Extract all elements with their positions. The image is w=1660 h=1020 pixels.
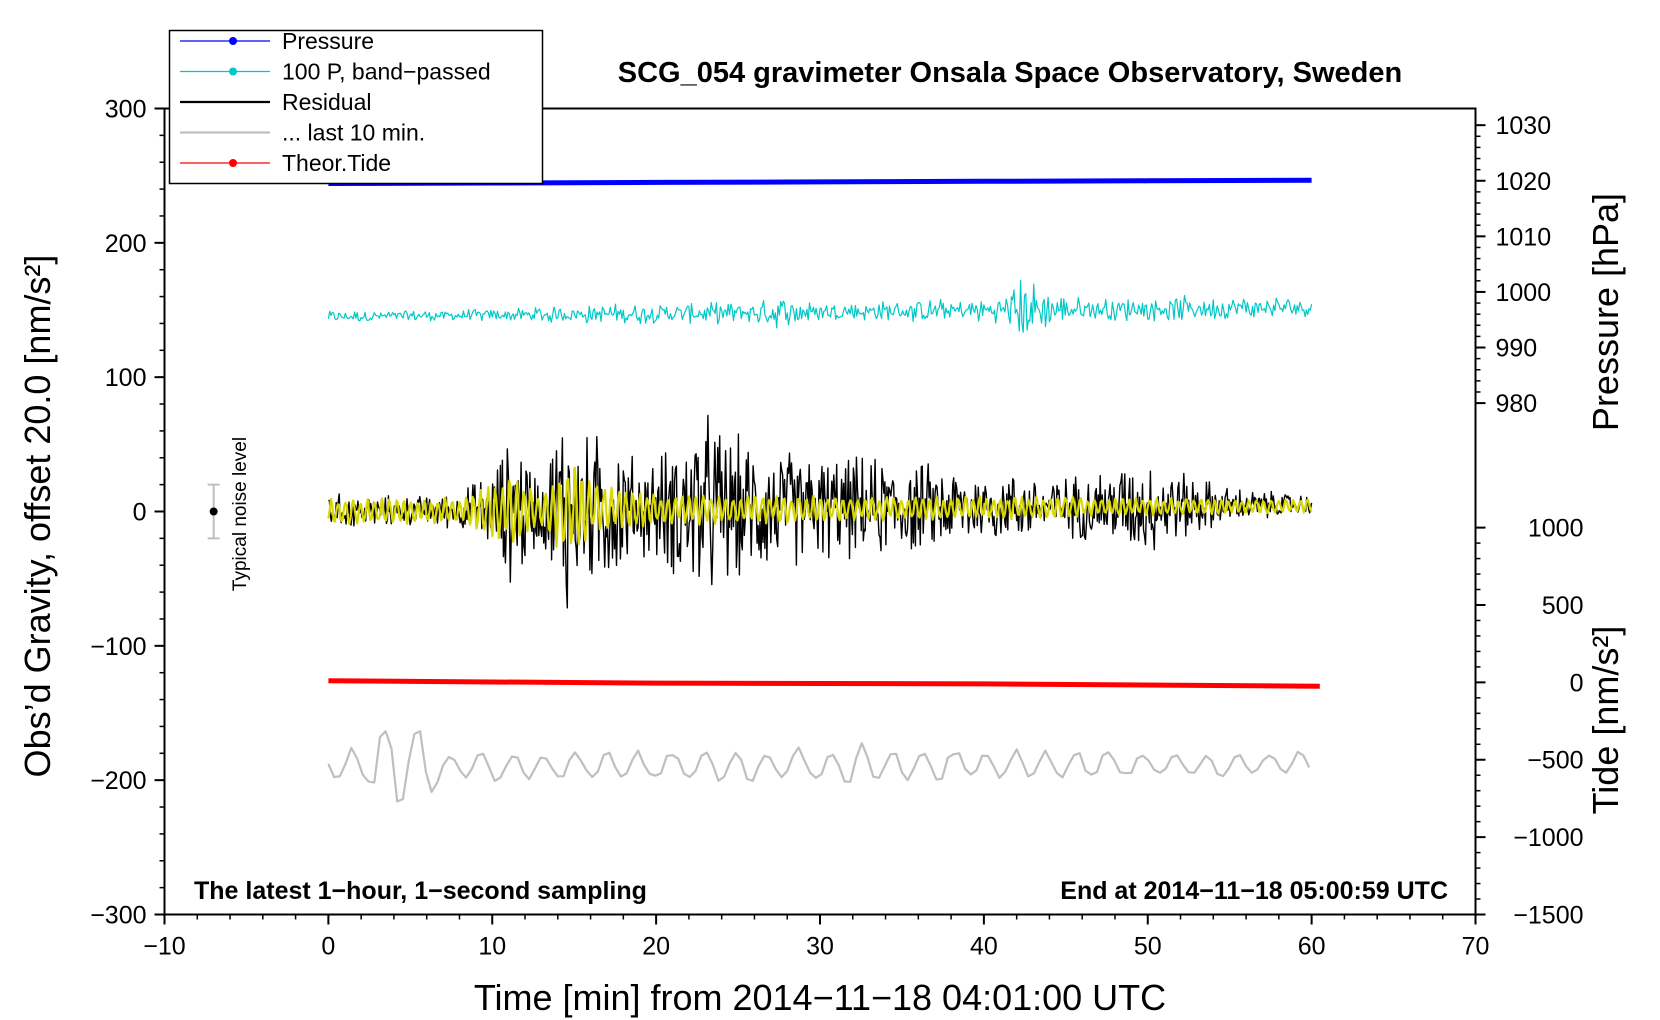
legend: Pressure 100 P, band−passed Residual ... la… bbox=[168, 28, 544, 185]
annotation-bottom-left: The latest 1−hour, 1−second sampling bbox=[194, 877, 647, 905]
y-tick-label: 0 bbox=[133, 499, 147, 527]
y-tick-label: −300 bbox=[90, 902, 146, 930]
series-line--last-10-min- bbox=[327, 730, 1311, 803]
x-tick-label: 30 bbox=[806, 933, 834, 961]
noise-label: Typical noise level bbox=[230, 437, 251, 591]
x-tick-label: 60 bbox=[1298, 933, 1326, 961]
pressure-tick-label: 1000 bbox=[1496, 279, 1552, 307]
series-line-yellow-overlay bbox=[327, 466, 1313, 548]
x-tick-label: 40 bbox=[970, 933, 998, 961]
x-tick-label: 10 bbox=[478, 933, 506, 961]
legend-items: Pressure 100 P, band−passed Residual ... la… bbox=[180, 28, 491, 176]
noise-bar-dot bbox=[209, 507, 218, 516]
y-tick-label: −200 bbox=[90, 767, 146, 795]
legend-marker bbox=[229, 159, 237, 167]
x-tick-label: 20 bbox=[642, 933, 670, 961]
tide-tick-label: 0 bbox=[1570, 669, 1584, 697]
legend-label: Theor.Tide bbox=[282, 150, 391, 176]
y-tick-label: −100 bbox=[90, 633, 146, 661]
x-tick-label: 0 bbox=[321, 933, 335, 961]
pressure-tick-label: 990 bbox=[1496, 335, 1538, 363]
series-line-tide bbox=[328, 678, 1320, 689]
x-tick-label: 50 bbox=[1134, 933, 1162, 961]
x-tick-label: −10 bbox=[143, 933, 185, 961]
tide-tick-label: 500 bbox=[1542, 592, 1584, 620]
series-layer bbox=[327, 177, 1320, 803]
axes-ticks: −10 0 10 20 30 40 50 60 703002001000−100−200−300… bbox=[90, 96, 1583, 961]
y-tick-label: 100 bbox=[105, 364, 147, 392]
y-axis-label-tide: Tide [nm/s²] bbox=[1585, 626, 1626, 815]
tide-tick-label: −500 bbox=[1527, 747, 1583, 775]
tide-tick-label: −1500 bbox=[1513, 902, 1583, 930]
x-axis-label: Time [min] from 2014−11−18 04:01:00 UTC bbox=[474, 977, 1166, 1018]
legend-box bbox=[168, 29, 544, 185]
y-axis-label-left: Obs’d Gravity, offset 20.0 [nm/s²] bbox=[17, 255, 58, 778]
legend-label: Residual bbox=[282, 89, 372, 115]
y-tick-label: 200 bbox=[105, 230, 147, 258]
y-axis-label-pressure: Pressure [hPa] bbox=[1585, 193, 1626, 431]
tide-tick-label: −1000 bbox=[1513, 824, 1583, 852]
noise-bar bbox=[207, 483, 220, 540]
legend-label: Pressure bbox=[282, 28, 374, 54]
legend-label: 100 P, band−passed bbox=[282, 59, 491, 85]
pressure-tick-label: 1030 bbox=[1496, 112, 1552, 140]
legend-marker bbox=[229, 67, 237, 76]
series-line-100-p-band-passed bbox=[327, 279, 1313, 333]
chart-title: SCG_054 gravimeter Onsala Space Observat… bbox=[618, 57, 1402, 89]
pressure-tick-label: 980 bbox=[1496, 390, 1538, 418]
legend-label: ... last 10 min. bbox=[282, 120, 425, 146]
pressure-tick-label: 1010 bbox=[1496, 223, 1552, 251]
pressure-tick-label: 1020 bbox=[1496, 168, 1552, 196]
x-tick-label: 70 bbox=[1462, 933, 1490, 961]
legend-marker bbox=[229, 37, 237, 45]
tide-tick-label: 1000 bbox=[1528, 515, 1584, 543]
annotation-bottom-right: End at 2014−11−18 05:00:59 UTC bbox=[1060, 877, 1448, 905]
y-tick-label: 300 bbox=[105, 96, 147, 124]
